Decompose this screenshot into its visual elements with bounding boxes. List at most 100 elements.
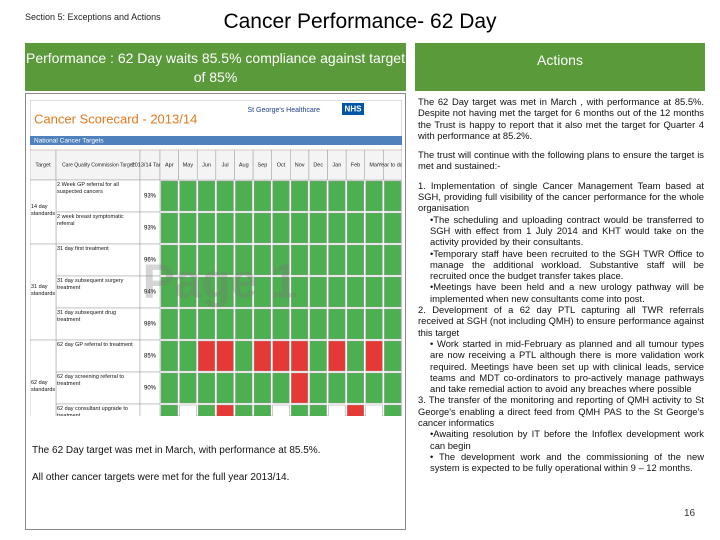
status-cell <box>216 308 234 340</box>
row-label-box: 62 day screening referral to treatment <box>57 374 124 387</box>
action-item: 1. Implementation of single Cancer Manag… <box>418 179 704 214</box>
group-label: 62 day standards <box>31 380 55 393</box>
status-cell <box>309 180 327 212</box>
column-header: May <box>183 162 194 168</box>
status-cell <box>384 276 402 308</box>
performance-heading: Performance : 62 Day waits 85.5% complia… <box>25 43 406 91</box>
status-cell <box>235 308 253 340</box>
nhs-logo-bg <box>342 103 364 115</box>
status-cell <box>197 212 216 244</box>
status-cell <box>309 244 327 276</box>
slide-title: Cancer Performance- 62 Day <box>223 10 497 33</box>
row-target: 98% <box>144 322 157 328</box>
status-cell <box>197 372 216 404</box>
row-label: 31 day subsequent surgery treatment <box>57 278 124 291</box>
status-cell <box>291 276 309 308</box>
row-label-box: 62 day consultant upgrade to treatment <box>57 406 128 416</box>
status-cell <box>328 180 346 212</box>
status-cell <box>179 308 197 340</box>
left-notes: The 62 Day target was met in March, with… <box>32 445 402 499</box>
status-cell <box>272 180 290 212</box>
status-cell <box>235 212 253 244</box>
status-cell <box>216 404 234 416</box>
status-cell <box>346 404 365 416</box>
status-cell <box>197 340 216 372</box>
row-label: 62 day consultant upgrade to treatment <box>57 406 128 416</box>
status-cell <box>309 276 327 308</box>
status-cell <box>235 404 253 416</box>
band <box>30 136 402 145</box>
status-cell <box>309 308 327 340</box>
status-cell <box>272 372 290 404</box>
status-cell <box>160 244 178 276</box>
status-cell <box>179 340 197 372</box>
column-header: Dec <box>313 162 323 168</box>
column-header: Sep <box>257 162 267 168</box>
scorecard-title: Cancer Scorecard - 2013/14 <box>34 111 197 126</box>
row-label-box: 2 Week GP referral for all suspected can… <box>57 182 119 195</box>
status-cell <box>365 404 383 416</box>
column-header: Year to date <box>378 162 402 168</box>
group-label-box: 14 day standards <box>31 204 55 217</box>
page-number: 16 <box>684 508 696 519</box>
status-cell <box>346 340 365 372</box>
row-target: 93% <box>144 194 157 200</box>
status-cell <box>235 340 253 372</box>
status-cell <box>235 180 253 212</box>
status-cell <box>291 212 309 244</box>
status-cell <box>197 180 216 212</box>
status-cell <box>235 276 253 308</box>
status-cell <box>309 404 327 416</box>
nhs-logo: NHS <box>345 105 363 114</box>
status-cell <box>253 308 271 340</box>
column-header: Jun <box>202 162 211 168</box>
status-cell <box>365 276 383 308</box>
action-bullet: •The scheduling and uploading contract w… <box>430 213 704 248</box>
row-label: 2 Week GP referral for all suspected can… <box>57 182 119 195</box>
status-cell <box>253 404 271 416</box>
left-panel <box>25 93 406 530</box>
action-bullet: •Awaiting resolution by IT before the In… <box>430 428 704 451</box>
column-header: Mar <box>369 162 379 168</box>
status-cell <box>272 308 290 340</box>
status-cell <box>272 276 290 308</box>
status-cell <box>216 212 234 244</box>
status-cell <box>272 404 290 416</box>
row-label-box: 2 week breast symptomatic referral <box>57 214 124 227</box>
band-label: National Cancer Targets <box>34 138 104 145</box>
status-cell <box>328 340 346 372</box>
action-item: 2. Development of a 62 day PTL capturing… <box>418 304 704 338</box>
status-cell <box>291 372 309 404</box>
status-cell <box>160 404 178 416</box>
status-cell <box>216 180 234 212</box>
column-header: 2013/14 Target <box>132 162 169 168</box>
section-label: Section 5: Exceptions and Actions <box>25 12 161 22</box>
status-cell <box>235 372 253 404</box>
action-bullet: •Meetings have been held and a new urolo… <box>430 281 704 304</box>
status-cell <box>160 372 178 404</box>
column-header: Target <box>35 162 51 168</box>
status-cell <box>309 212 327 244</box>
paragraph: The trust will continue with the followi… <box>418 149 704 172</box>
status-cell <box>291 180 309 212</box>
status-cell <box>365 372 383 404</box>
status-cell <box>216 340 234 372</box>
group-cell <box>30 243 57 341</box>
row-label: 31 day first treatment <box>57 246 109 252</box>
status-cell <box>346 276 365 308</box>
status-cell <box>346 372 365 404</box>
column-header: Oct <box>277 162 286 168</box>
row-label-cell <box>55 403 141 416</box>
paragraph: The 62 Day target was met in March , wit… <box>418 96 704 141</box>
status-cell <box>197 244 216 276</box>
status-cell <box>253 372 271 404</box>
status-cell <box>291 340 309 372</box>
action-bullet: •Temporary staff have been recruited to … <box>430 247 704 282</box>
status-cell <box>365 340 383 372</box>
status-cell <box>384 404 402 416</box>
column-header: Care Quality Commission Target <box>62 162 134 168</box>
status-cell <box>346 244 365 276</box>
status-cell <box>365 212 383 244</box>
row-label-box: 62 day GP referral to treatment <box>57 342 133 348</box>
